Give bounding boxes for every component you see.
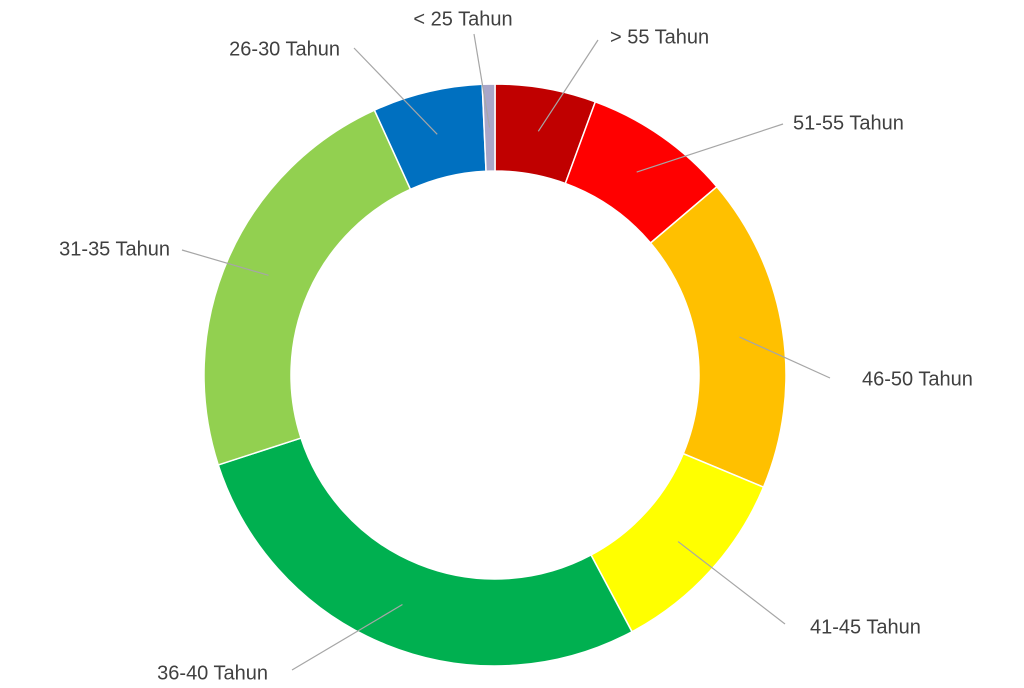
leader-line [473, 33, 491, 128]
segment-label: 26-30 Tahun [229, 38, 340, 60]
leader-line [537, 39, 599, 132]
leader-line [291, 604, 403, 671]
donut-segment [203, 109, 412, 466]
segment-label: 41-45 Tahun [810, 616, 921, 638]
segment-label: 51-55 Tahun [793, 112, 904, 134]
leader-line [636, 123, 784, 173]
segment-label: > 55 Tahun [610, 26, 709, 48]
donut-segment [649, 185, 787, 489]
leader-line [181, 249, 269, 276]
segment-label: < 25 Tahun [413, 8, 512, 30]
leader-line [677, 541, 786, 625]
donut-segment [217, 437, 633, 667]
leader-line [353, 47, 438, 135]
leader-line [739, 336, 831, 379]
segment-label: 46-50 Tahun [862, 368, 973, 390]
segment-label: 36-40 Tahun [157, 662, 268, 684]
segment-label: 31-35 Tahun [59, 238, 170, 260]
